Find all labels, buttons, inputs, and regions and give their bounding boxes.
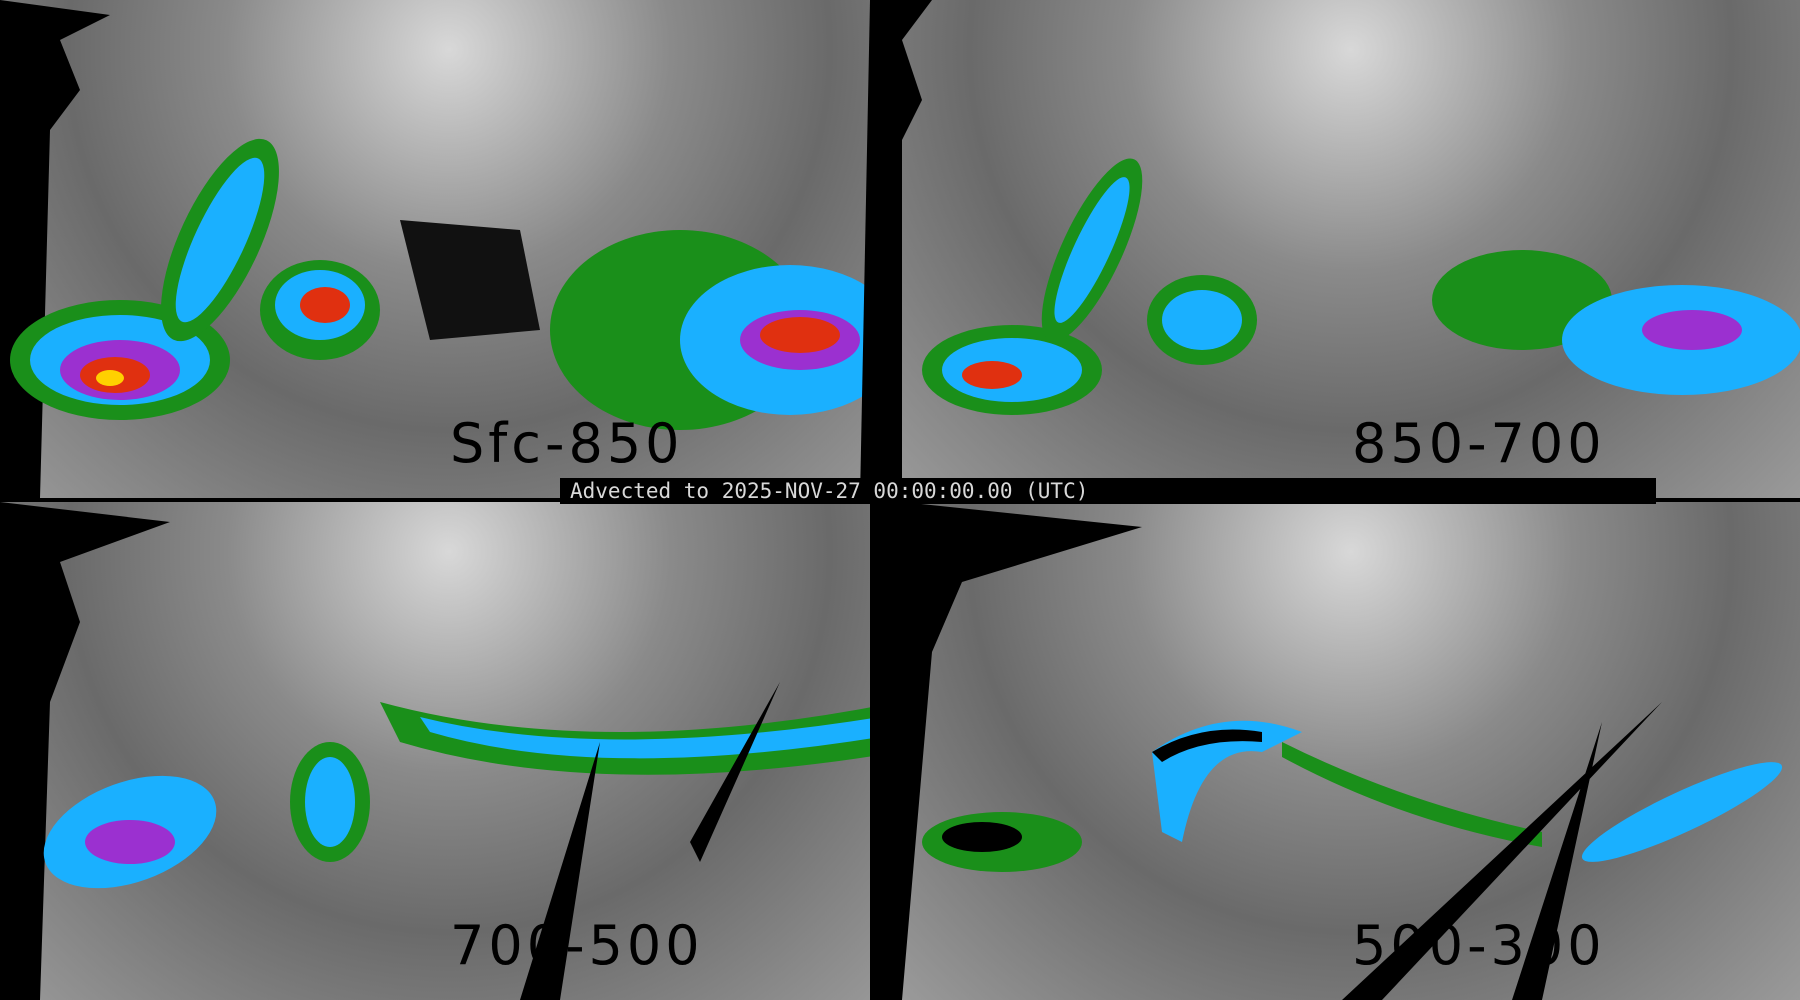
map-layer bbox=[0, 0, 898, 498]
map-layer bbox=[0, 502, 898, 1000]
map-panel-850-700: 850-700 bbox=[902, 0, 1800, 498]
layer-label: 500-300 bbox=[1352, 914, 1606, 977]
map-layer bbox=[902, 0, 1800, 415]
advection-time-banner: Advected to 2025-NOV-27 00:00:00.00 (UTC… bbox=[560, 478, 1656, 504]
map-panel-500-300: 500-300 bbox=[902, 502, 1800, 1000]
map-layer bbox=[902, 502, 1783, 1000]
map-panel-700-500: 700-500 bbox=[0, 502, 898, 1000]
map-panel-sfc-850: Sfc-850 bbox=[0, 0, 898, 498]
layer-label: 850-700 bbox=[1352, 412, 1606, 475]
layer-label: Sfc-850 bbox=[450, 412, 684, 475]
layer-label: 700-500 bbox=[450, 914, 704, 977]
